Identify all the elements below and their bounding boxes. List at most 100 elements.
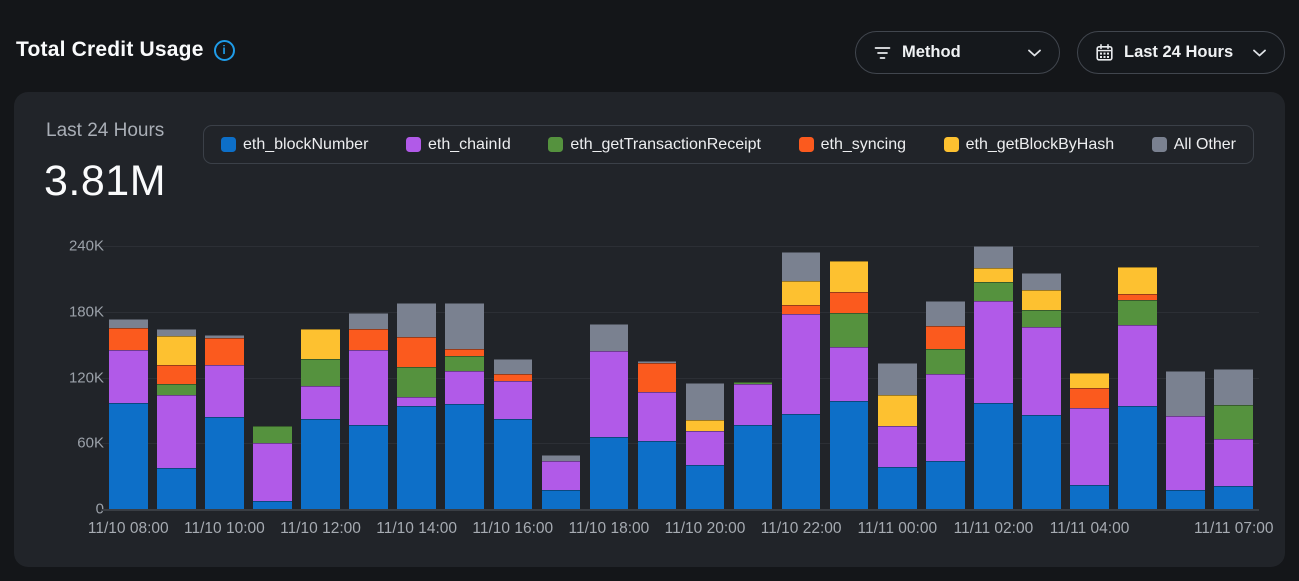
bar-segment	[445, 349, 484, 356]
legend-item[interactable]: eth_blockNumber	[221, 136, 368, 154]
bar-segment	[926, 300, 965, 327]
legend-item[interactable]: eth_getBlockByHash	[943, 136, 1114, 154]
bar-segment	[301, 358, 340, 387]
bar-11-10-14-00[interactable]	[397, 303, 436, 509]
bar-segment	[974, 282, 1013, 301]
legend-swatch	[221, 137, 236, 152]
bar-segment	[637, 441, 677, 509]
bar-11-10-08-00[interactable]	[109, 319, 148, 509]
bar-segment	[157, 329, 196, 336]
bar-11-11-02-00[interactable]	[974, 246, 1013, 509]
legend-swatch	[548, 137, 564, 152]
y-tick-label: 120K	[68, 369, 104, 386]
x-axis: 11/10 08:00 11/10 10:00 11/10 12:00 11/10 1…	[88, 520, 1274, 544]
bar-11-10-18-00[interactable]	[589, 323, 629, 509]
legend-item[interactable]: eth_syncing	[798, 136, 906, 154]
bar-segment	[541, 490, 581, 509]
page-title: Total Credit Usage	[16, 38, 204, 61]
bar-11-11-06-00[interactable]	[1166, 370, 1205, 509]
bar-11-11-03-00[interactable]	[1022, 273, 1061, 509]
bar-11-10-22-00[interactable]	[781, 251, 821, 509]
bar-segment	[541, 455, 581, 461]
bar-11-10-13-00[interactable]	[349, 312, 388, 509]
bar-segment	[1118, 266, 1157, 295]
bar-segment	[781, 281, 821, 306]
x-tick-label: 11/10 10:00	[184, 520, 265, 537]
bar-11-10-17-00[interactable]	[541, 455, 581, 509]
x-tick-label: 11/10 18:00	[568, 520, 650, 537]
bar-segment	[253, 425, 292, 444]
legend-swatch	[1151, 137, 1167, 152]
bar-segment	[1214, 438, 1253, 486]
bar-segment	[589, 323, 629, 352]
header: Total Credit Usage i Method	[0, 0, 1299, 92]
bar-11-11-04-00[interactable]	[1070, 373, 1109, 509]
credit-usage-card: Last 24 Hours 3.81M eth_blockNumber eth_c…	[14, 92, 1285, 567]
method-filter-dropdown[interactable]: Method	[855, 31, 1060, 74]
bar-segment	[397, 397, 436, 406]
bar-segment	[301, 329, 340, 359]
bar-segment	[397, 336, 436, 367]
bar-segment	[445, 403, 484, 509]
bar-segment	[685, 383, 725, 421]
bar-11-10-12-00[interactable]	[301, 329, 340, 509]
bar-segment	[109, 350, 148, 403]
bar-segment	[1070, 373, 1109, 389]
bar-segment	[1070, 388, 1109, 409]
bar-11-10-16-00[interactable]	[493, 358, 532, 509]
bar-segment	[974, 267, 1013, 283]
bar-11-10-20-00[interactable]	[685, 383, 725, 509]
bar-11-11-05-00[interactable]	[1118, 266, 1157, 509]
bar-11-10-11-00[interactable]	[253, 425, 292, 509]
bar-segment	[637, 363, 677, 392]
chart-legend: eth_blockNumber eth_chainId eth_getTransac…	[203, 125, 1254, 164]
bar-11-10-23-00[interactable]	[829, 261, 869, 509]
bar-segment	[926, 460, 965, 509]
x-tick-label: 11/10 22:00	[760, 520, 842, 537]
title-wrap: Total Credit Usage i	[16, 38, 235, 62]
bar-11-10-19-00[interactable]	[637, 361, 677, 509]
bar-11-11-07-00[interactable]	[1214, 368, 1253, 509]
x-tick-label: 11/10 12:00	[280, 520, 361, 537]
date-range-label: Last 24 Hours	[1124, 43, 1234, 61]
legend-item[interactable]: eth_chainId	[406, 136, 511, 154]
date-range-dropdown[interactable]: Last 24 Hours	[1077, 31, 1285, 74]
bar-segment	[1166, 490, 1205, 509]
bar-11-10-10-00[interactable]	[205, 334, 244, 509]
chevron-down-icon	[1253, 49, 1266, 57]
bar-11-10-09-00[interactable]	[157, 329, 196, 509]
bar-segment	[349, 424, 388, 509]
total-credits-value: 3.81M	[44, 157, 167, 205]
bar-segment	[1070, 484, 1109, 509]
legend-item[interactable]: All Other	[1151, 136, 1236, 154]
info-icon[interactable]: i	[213, 39, 235, 61]
bar-segment	[205, 338, 244, 366]
gridline	[102, 377, 1259, 379]
bar-segment	[109, 328, 148, 351]
x-tick-label: 11/10 14:00	[376, 520, 458, 537]
bar-segment	[349, 312, 388, 330]
bar-segment	[829, 261, 869, 293]
legend-item[interactable]: eth_getTransactionReceipt	[548, 136, 761, 154]
bar-segment	[397, 303, 436, 337]
bar-segment	[445, 303, 484, 350]
x-tick-label: 11/11 02:00	[953, 520, 1034, 537]
y-tick-label: 0	[95, 500, 104, 518]
bar-segment	[733, 381, 773, 385]
bar-segment	[781, 313, 821, 414]
bar-segment	[109, 402, 148, 509]
bar-segment	[1022, 327, 1061, 415]
bar-segment	[1022, 414, 1061, 509]
legend-swatch	[406, 137, 422, 152]
bar-segment	[1118, 294, 1157, 300]
bar-segment	[205, 416, 244, 509]
bar-segment	[829, 292, 869, 313]
bar-11-11-00-00[interactable]	[878, 363, 917, 509]
bar-11-11-01-00[interactable]	[926, 300, 965, 509]
bar-11-10-21-00[interactable]	[733, 381, 773, 509]
bar-11-10-15-00[interactable]	[445, 303, 484, 509]
legend-swatch	[798, 137, 814, 152]
bar-segment	[781, 251, 821, 282]
bar-segment	[493, 419, 532, 509]
bar-segment	[1022, 309, 1061, 328]
